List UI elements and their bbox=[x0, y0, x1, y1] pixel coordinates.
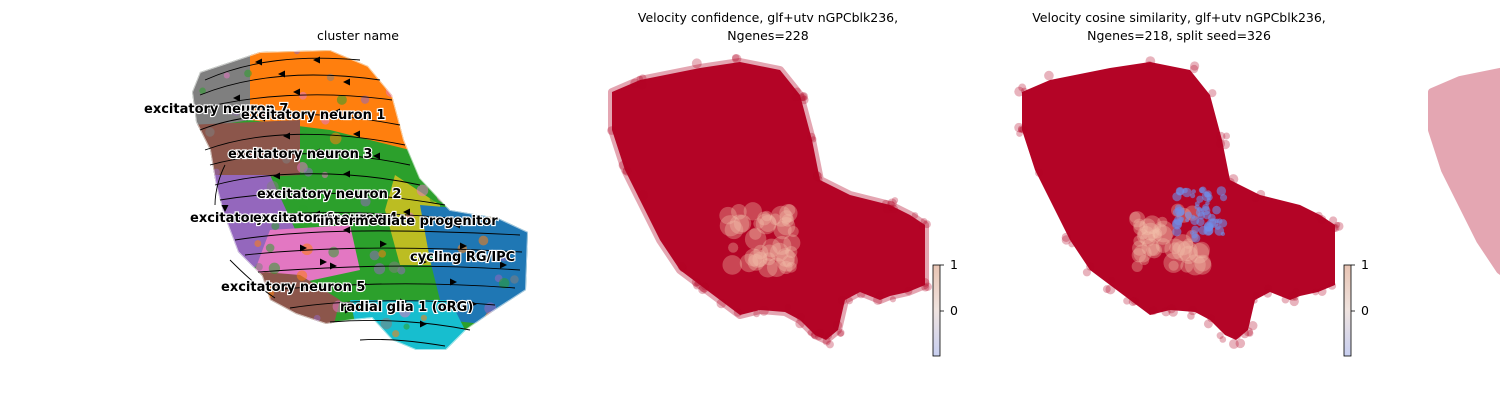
velocity-confidence-plot bbox=[607, 54, 932, 349]
velocity-stream-13 bbox=[269, 283, 516, 291]
velocity-arrow-10 bbox=[353, 130, 360, 138]
velocity-arrow-2 bbox=[313, 56, 320, 64]
velocity-stream-9 bbox=[224, 212, 471, 221]
velocity-arrow-17 bbox=[373, 189, 380, 197]
velocity-arrow-9 bbox=[283, 132, 290, 140]
velocity-stream-18 bbox=[229, 259, 276, 299]
velocity-stream-7 bbox=[214, 173, 421, 186]
colorbar-confidence-tick-top: 1 bbox=[950, 257, 958, 272]
colorbar-confidence-tick-mid: 0 bbox=[950, 303, 958, 318]
velocity-arrow-35 bbox=[320, 258, 327, 266]
velocity-arrow-7 bbox=[258, 114, 265, 122]
velocity-arrow-31 bbox=[470, 300, 477, 308]
cluster-label-1: excitatory neuron 7 bbox=[144, 102, 288, 117]
velocity-arrow-18 bbox=[313, 210, 320, 218]
panel-3-title-line-1: Velocity cosine similarity, glf+utv nGPC… bbox=[1032, 10, 1326, 25]
velocity-stream-14 bbox=[289, 300, 496, 309]
velocity-arrow-20 bbox=[343, 226, 350, 234]
colorbar-cosine: 1 0 bbox=[1343, 257, 1369, 357]
velocity-arrow-30 bbox=[400, 298, 407, 306]
velocity-stream-5 bbox=[204, 133, 406, 151]
velocity-stream-15 bbox=[329, 319, 471, 331]
velocity-arrow-14 bbox=[273, 172, 280, 180]
velocity-stream-8 bbox=[219, 192, 446, 206]
velocity-arrow-16 bbox=[293, 191, 300, 199]
velocity-arrow-23 bbox=[380, 240, 387, 248]
cluster-label-10: radial glia 1 (oRG) bbox=[340, 300, 473, 315]
colorbar-confidence-bar bbox=[932, 264, 941, 357]
velocity-arrow-5 bbox=[233, 94, 240, 102]
panel-2-title-line-1: Velocity confidence, glf+utv nGPCblk236, bbox=[638, 10, 898, 25]
velocity-stream-17 bbox=[214, 164, 226, 206]
velocity-arrow-3 bbox=[278, 70, 285, 78]
colorbar-cosine-tick-top: 1 bbox=[1361, 257, 1369, 272]
velocity-stream-11 bbox=[244, 247, 523, 256]
panel-3-title: Velocity cosine similarity, glf+utv nGPC… bbox=[1032, 10, 1326, 43]
excitatory-neuron-3-region bbox=[192, 120, 300, 180]
velocity-arrow-6 bbox=[293, 88, 300, 96]
cluster-label-9: excitatory neuron 5 bbox=[221, 280, 365, 295]
velocity-cosine-similarity-plot bbox=[1014, 56, 1500, 349]
velocity-arrow-1 bbox=[255, 58, 262, 66]
velocity-stream-16 bbox=[359, 339, 446, 347]
colorbar-cosine-tick-mid: 0 bbox=[1361, 303, 1369, 318]
velocity-arrow-24 bbox=[460, 242, 467, 250]
cluster-label-8: cycling RG/IPC bbox=[410, 250, 515, 265]
velocity-arrow-33 bbox=[221, 205, 229, 212]
panel-3-title-line-2: Ngenes=218, split seed=326 bbox=[1087, 28, 1271, 43]
cluster-label-7: intermediate progenitor bbox=[320, 214, 498, 229]
velocity-arrow-8 bbox=[333, 108, 340, 116]
velocity-arrow-4 bbox=[343, 78, 350, 86]
p2-body bbox=[612, 62, 925, 340]
velocity-arrow-12 bbox=[313, 148, 320, 156]
velocity-stream-4 bbox=[199, 113, 401, 131]
p3-body bbox=[1022, 62, 1335, 340]
velocity-arrow-11 bbox=[243, 152, 250, 160]
cluster-label-2: excitatory neuron 1 bbox=[241, 108, 385, 123]
velocity-arrow-15 bbox=[343, 170, 350, 178]
velocity-stream-1 bbox=[204, 57, 361, 81]
panel-2-title: Velocity confidence, glf+utv nGPCblk236,… bbox=[638, 10, 898, 43]
velocity-arrow-32 bbox=[420, 320, 427, 328]
velocity-arrow-28 bbox=[360, 280, 367, 288]
colorbar-confidence: 1 0 bbox=[932, 257, 958, 357]
panel-1-title-line-1: cluster name bbox=[317, 28, 399, 43]
velocity-stream-12 bbox=[257, 265, 521, 273]
velocity-arrow-22 bbox=[300, 244, 307, 252]
velocity-stream-3 bbox=[194, 94, 393, 111]
velocity-arrow-29 bbox=[450, 278, 457, 286]
velocity-arrow-26 bbox=[420, 258, 427, 266]
velocity-arrow-13 bbox=[373, 152, 380, 160]
velocity-arrow-34 bbox=[345, 306, 352, 314]
cluster-label-5: excitatory neuron 6 bbox=[190, 211, 334, 226]
velocity-stream-6 bbox=[209, 153, 411, 166]
velocity-arrow-19 bbox=[403, 208, 410, 216]
colorbar-cosine-bar bbox=[1343, 264, 1352, 357]
panel-2-title-line-2: Ngenes=228 bbox=[727, 28, 808, 43]
velocity-arrow-25 bbox=[330, 262, 337, 270]
p3-halo bbox=[1428, 67, 1500, 276]
velocity-arrow-21 bbox=[453, 221, 460, 229]
velocity-arrow-27 bbox=[500, 261, 507, 269]
velocity-streamlines bbox=[194, 56, 523, 347]
cluster-label-4: excitatory neuron 2 bbox=[257, 187, 401, 202]
cluster-label-6: excitatory neuron 4 bbox=[253, 211, 397, 226]
cluster-label-3: excitatory neuron 3 bbox=[228, 147, 372, 162]
panel-1-title: cluster name bbox=[317, 28, 399, 43]
